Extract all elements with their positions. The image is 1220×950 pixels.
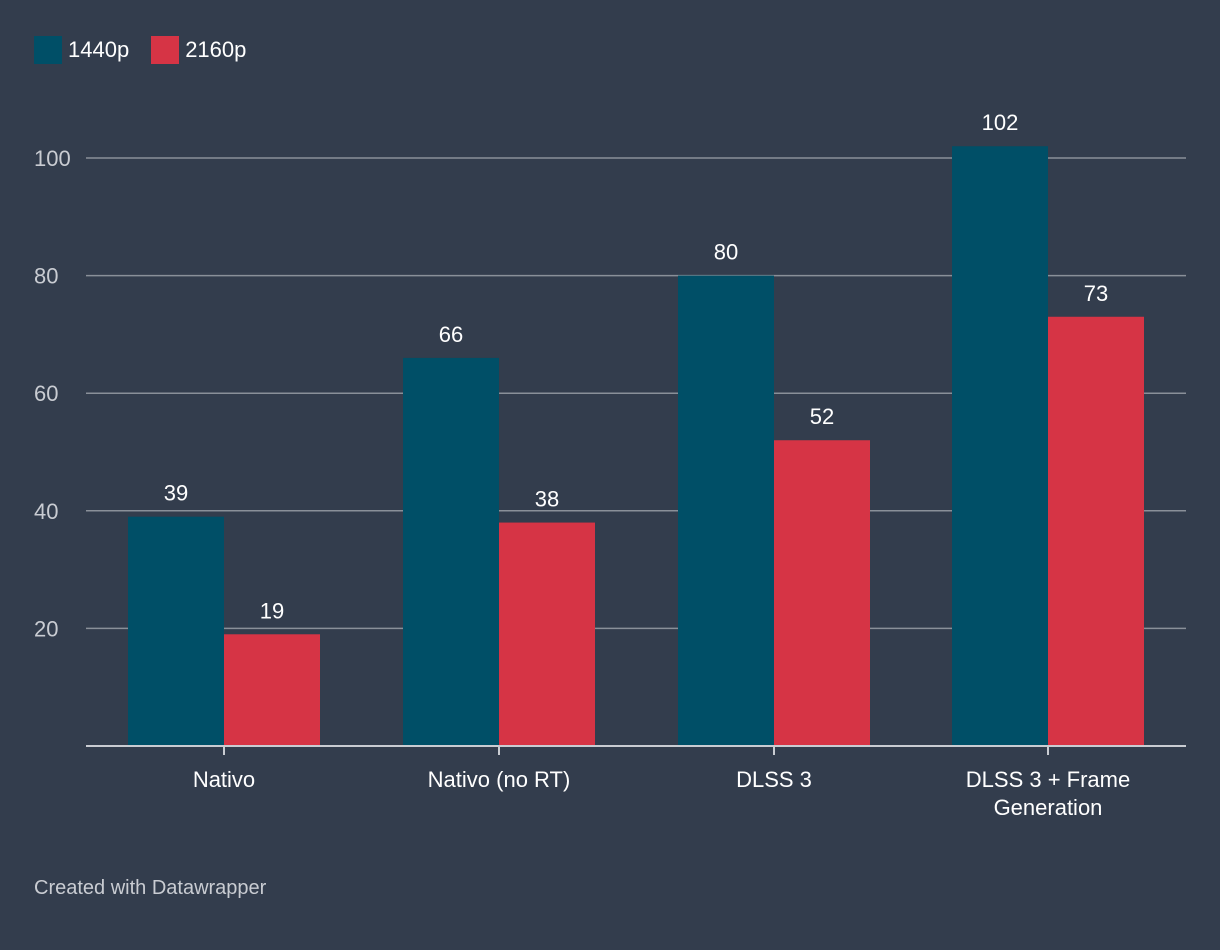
bar-1440p-0 <box>128 516 224 746</box>
value-label-2160p-2: 52 <box>810 404 834 429</box>
value-label-1440p-3: 102 <box>982 110 1019 135</box>
bar-2160p-2 <box>774 440 870 746</box>
value-label-2160p-3: 73 <box>1084 281 1108 306</box>
legend-item-2160p: 2160p <box>151 36 246 64</box>
value-label-2160p-1: 38 <box>535 487 559 512</box>
value-label-2160p-0: 19 <box>260 598 284 623</box>
footer-credit: Created with Datawrapper <box>34 877 267 899</box>
x-tick-label-2: DLSS 3 <box>736 767 812 792</box>
value-label-1440p-1: 66 <box>439 322 463 347</box>
bars <box>128 146 1144 747</box>
bar-2160p-1 <box>499 522 595 746</box>
bar-1440p-3 <box>952 146 1048 747</box>
x-axis: Nativo Nativo (no RT) DLSS 3 DLSS 3 + Frame… <box>86 745 1186 820</box>
x-tick-label-line: DLSS 3 <box>736 767 812 792</box>
legend-swatch-1440p <box>34 36 62 64</box>
x-tick-label-0: Nativo <box>193 767 255 792</box>
legend: 1440p 2160p <box>34 36 246 64</box>
x-tick-label-line: DLSS 3 + Frame <box>966 767 1130 792</box>
value-labels: 39 66 80 102 19 38 52 73 <box>164 110 1108 623</box>
legend-label-2160p: 2160p <box>185 37 247 62</box>
y-tick-label-40: 40 <box>34 499 58 524</box>
bar-1440p-1 <box>403 357 499 746</box>
x-tick-label-line: Nativo <box>193 767 255 792</box>
x-tick-label-line: Generation <box>994 795 1103 820</box>
y-tick-label-60: 60 <box>34 381 58 406</box>
x-tick-label-1: Nativo (no RT) <box>428 767 571 792</box>
x-tick-label-3: DLSS 3 + Frame Generation <box>966 767 1130 820</box>
legend-label-1440p: 1440p <box>68 37 130 62</box>
legend-item-1440p: 1440p <box>34 36 129 64</box>
bar-1440p-2 <box>678 275 774 746</box>
y-tick-label-100: 100 <box>34 146 71 171</box>
value-label-1440p-2: 80 <box>714 240 738 265</box>
y-tick-label-80: 80 <box>34 264 58 289</box>
bar-2160p-3 <box>1048 316 1144 746</box>
y-tick-label-20: 20 <box>34 616 58 641</box>
x-tick-label-line: Nativo (no RT) <box>428 767 571 792</box>
bar-2160p-0 <box>224 634 320 746</box>
legend-swatch-2160p <box>151 36 180 64</box>
value-label-1440p-0: 39 <box>164 481 188 506</box>
